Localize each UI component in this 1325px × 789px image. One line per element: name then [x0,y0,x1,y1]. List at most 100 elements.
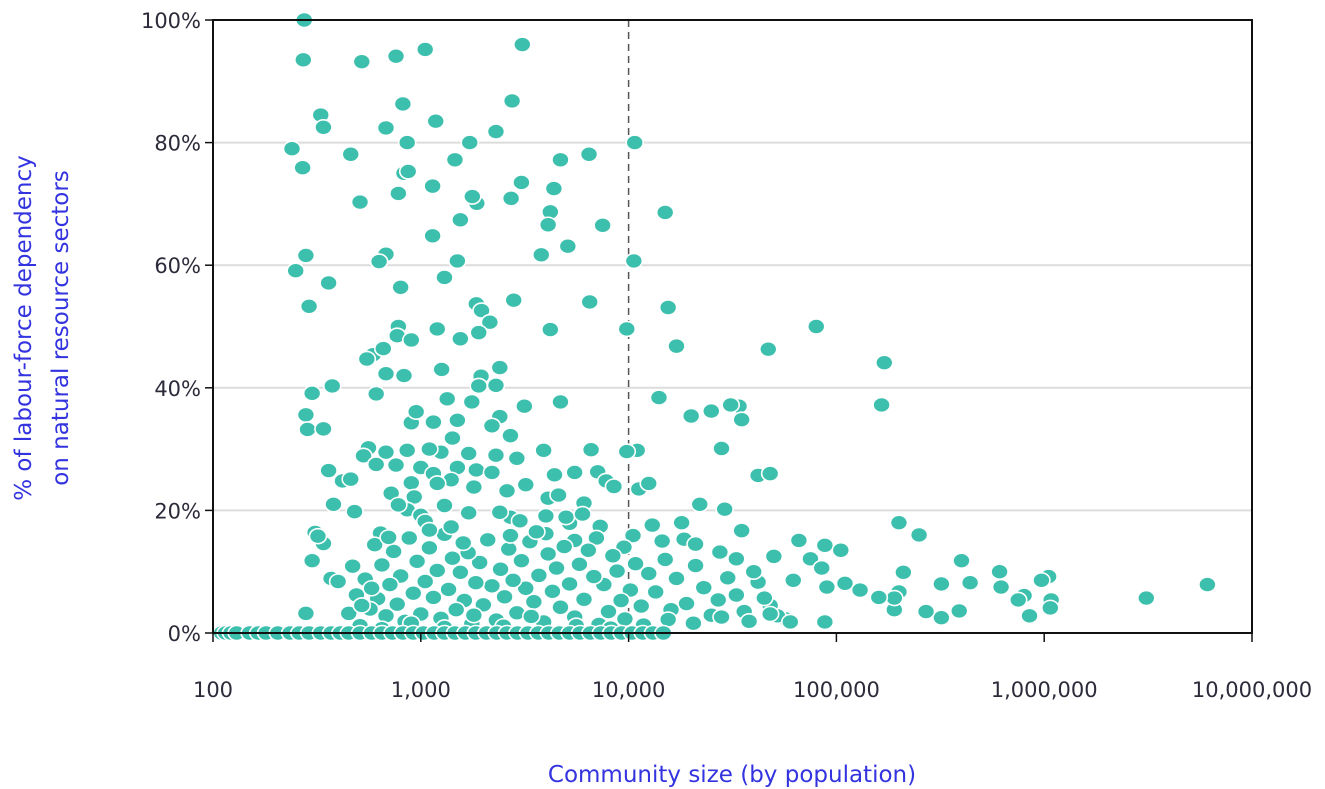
data-point [504,291,524,309]
data-point [448,252,467,270]
data-point [558,237,578,255]
data-point [376,119,396,137]
data-point [593,217,612,234]
x-tick-label: 1,000,000 [991,678,1098,702]
data-point [366,385,386,403]
data-points [212,11,1217,642]
data-point [815,613,835,631]
data-point [667,337,686,355]
data-point [482,417,502,435]
data-point [343,557,362,575]
data-point [872,396,891,414]
data-point [366,456,386,473]
data-point [463,188,482,205]
data-point [453,534,473,552]
data-point [611,592,631,609]
data-point [889,514,909,531]
x-axis-ticks: 100 1,000 10,000 100,000 1,000,000 10,000,000 [193,633,1312,702]
data-point [551,598,570,616]
data-point [655,551,675,568]
data-point [282,140,302,158]
data-point [499,540,519,558]
data-point [681,407,701,425]
data-point [467,461,486,479]
data-point [393,95,413,113]
data-point [732,411,751,428]
data-point [415,573,435,590]
data-point [380,576,400,593]
x-tick-label: 10,000 [592,678,665,702]
data-point [420,521,439,539]
data-point [424,413,443,431]
data-point [932,575,951,593]
data-point [406,403,426,421]
data-point [399,529,419,547]
data-point [764,548,784,565]
data-point [435,269,454,286]
data-point [1198,576,1217,593]
data-point [835,575,855,592]
data-point [850,581,870,599]
data-point [755,589,774,607]
data-point [1032,571,1051,589]
data-point [298,421,317,438]
data-point [831,541,851,559]
data-point [991,578,1011,596]
data-point [815,537,835,554]
x-axis-title: Community size (by population) [548,762,916,788]
data-point [551,151,570,169]
data-point [391,278,410,296]
data-point [560,575,579,593]
data-point [744,563,764,581]
data-point [486,446,506,464]
data-point [599,603,618,620]
data-point [423,227,442,245]
data-point [451,564,470,581]
data-point [415,41,435,58]
data-point [916,603,936,620]
data-point [341,470,361,488]
data-point [642,516,662,534]
data-point [715,500,734,518]
data-point [495,588,514,606]
data-point [626,555,645,573]
data-point [579,145,599,163]
data-point [573,505,592,523]
data-point [501,427,520,444]
data-point [389,185,408,202]
data-point [386,456,406,474]
data-point [760,465,780,482]
data-point [604,478,624,495]
data-point [1020,607,1039,625]
data-point [372,556,392,574]
data-point [584,568,604,585]
data-point [462,393,482,411]
data-point [516,476,536,493]
data-point [909,526,929,544]
data-point [758,340,778,358]
data-point [302,385,322,402]
data-point [783,571,803,589]
data-point [387,595,407,613]
data-point [544,180,564,197]
data-point [322,377,342,395]
data-point [639,475,659,492]
data-point [445,151,465,169]
data-point [376,365,396,383]
data-point [374,340,393,357]
data-point [379,529,398,546]
x-tick-label: 1,000 [391,678,451,702]
data-point [294,51,313,69]
data-point [512,174,531,191]
data-point [451,211,470,229]
data-point [299,297,319,315]
data-point [319,274,338,292]
data-point [439,581,458,598]
data-point [607,562,627,580]
data-point [352,597,372,614]
data-point [407,552,427,570]
y-tick-label: 20% [154,499,201,523]
data-point [460,134,480,151]
data-point [990,563,1009,581]
data-point [466,574,486,592]
